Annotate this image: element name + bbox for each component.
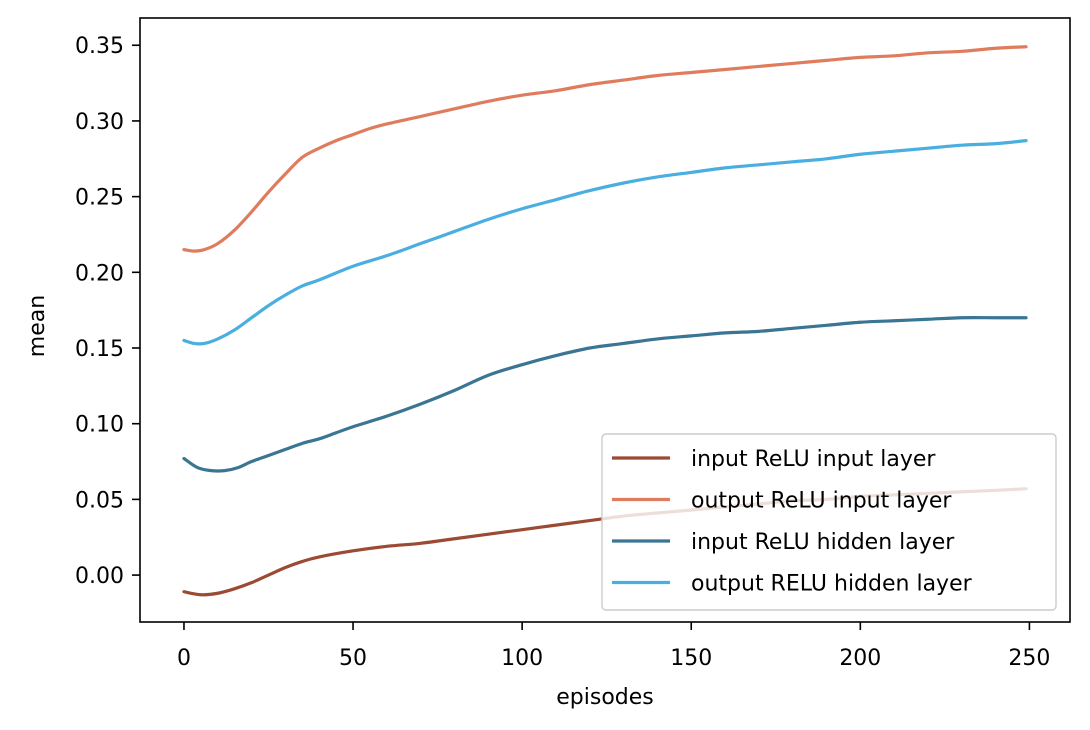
series-line-3 bbox=[182, 316, 1028, 473]
series-line-2 bbox=[182, 45, 1028, 253]
legend-label: input ReLU input layer bbox=[691, 447, 936, 472]
y-tick-label: 0.35 bbox=[75, 34, 124, 59]
y-axis: 0.00 0.05 0.10 0.15 0.20 0.25 0.30 0.35 bbox=[75, 34, 140, 589]
x-tick-label: 200 bbox=[839, 646, 881, 671]
x-axis-label: episodes bbox=[556, 685, 654, 710]
x-tick-label: 250 bbox=[1008, 646, 1050, 671]
y-tick-label: 0.10 bbox=[75, 413, 124, 438]
legend-label: input ReLU hidden layer bbox=[691, 530, 955, 555]
x-axis: 0 50 100 150 200 250 bbox=[177, 622, 1050, 671]
series-line-4 bbox=[182, 139, 1028, 346]
y-axis-label: mean bbox=[25, 295, 50, 357]
x-tick-label: 0 bbox=[177, 646, 191, 671]
y-tick-label: 0.05 bbox=[75, 488, 124, 513]
x-tick-label: 100 bbox=[501, 646, 543, 671]
y-tick-label: 0.25 bbox=[75, 186, 124, 211]
y-tick-label: 0.30 bbox=[75, 110, 124, 135]
y-tick-label: 0.15 bbox=[75, 337, 124, 362]
y-tick-label: 0.00 bbox=[75, 564, 124, 589]
plot-frame bbox=[139, 17, 1071, 623]
legend-label: output ReLU input layer bbox=[691, 489, 952, 514]
y-tick-label: 0.20 bbox=[75, 261, 124, 286]
x-tick-label: 50 bbox=[339, 646, 367, 671]
x-tick-label: 150 bbox=[670, 646, 712, 671]
legend: input ReLU input layer output ReLU input … bbox=[601, 433, 1057, 611]
legend-box bbox=[601, 433, 1057, 611]
legend-label: output RELU hidden layer bbox=[691, 572, 973, 597]
